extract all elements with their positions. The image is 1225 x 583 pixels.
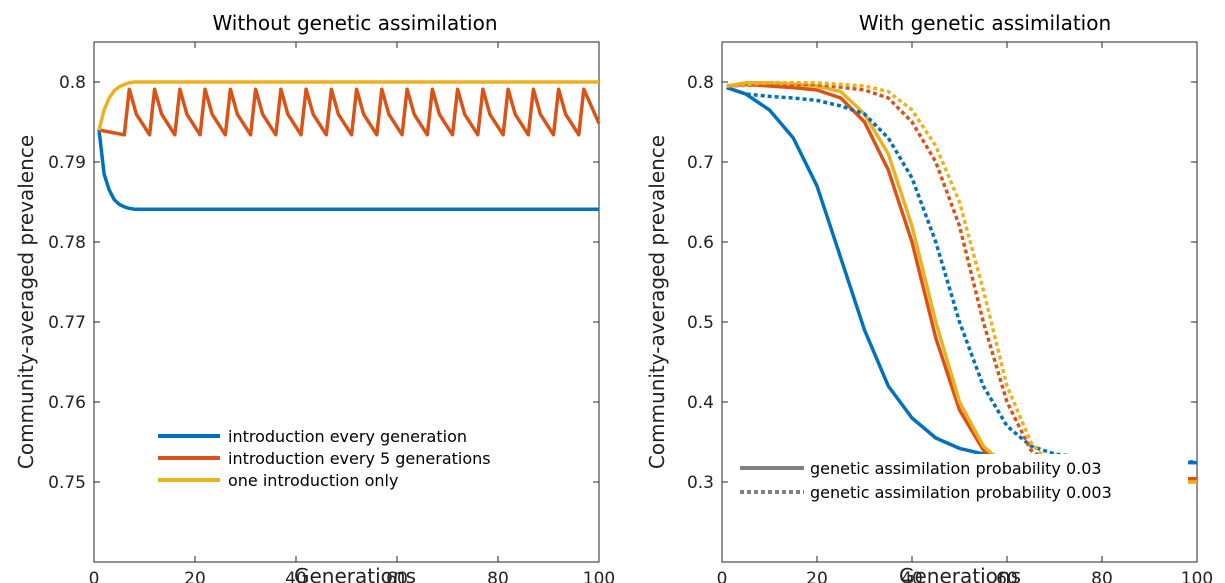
x-tick-label: 60 [996, 569, 1018, 583]
y-tick-label: 0.78 [48, 233, 86, 253]
legend-background [152, 420, 562, 498]
left-x-axis-label: Generations [294, 564, 416, 583]
legend-label: introduction every generation [228, 427, 467, 446]
x-tick-label: 40 [901, 569, 923, 583]
series-line-3 [726, 85, 1198, 464]
right-x-axis-label: Generations [899, 564, 1021, 583]
legend-label: one introduction only [228, 471, 398, 490]
series-line-4 [726, 82, 1197, 481]
right-ticks: 0 20 40 60 80 100 0.3 0.4 0.5 0.6 0.7 0.8 [687, 42, 1213, 583]
x-tick-label: 0 [89, 569, 100, 583]
y-tick-label: 0.5 [687, 313, 714, 333]
series-line-5 [726, 81, 1197, 484]
legend-background [736, 454, 1188, 504]
x-tick-label: 40 [285, 569, 307, 583]
series-line-0 [97, 129, 599, 211]
x-tick-label: 80 [1091, 569, 1113, 583]
y-tick-label: 0.3 [687, 473, 714, 493]
y-tick-label: 0.7 [687, 153, 714, 173]
y-tick-label: 0.75 [48, 473, 86, 493]
left-ticks: 0 20 40 60 80 100 0.75 0.76 0.77 0.78 0.79 0.8 [48, 42, 615, 583]
series-line-2 [97, 80, 599, 131]
right-legend: genetic assimilation probability 0.03 gen… [736, 454, 1188, 504]
x-tick-label: 20 [184, 569, 206, 583]
x-tick-label: 60 [386, 569, 408, 583]
y-tick-label: 0.76 [48, 393, 86, 413]
left-chart-panel: Without genetic assimilation 0 20 40 60 80 10… [14, 11, 615, 583]
x-tick-label: 20 [806, 569, 828, 583]
x-tick-label: 80 [487, 569, 509, 583]
legend-label: introduction every 5 generations [228, 449, 491, 468]
y-tick-label: 0.8 [687, 73, 714, 93]
x-tick-label: 0 [717, 569, 728, 583]
y-tick-label: 0.4 [687, 393, 714, 413]
left-chart-title: Without genetic assimilation [212, 11, 497, 35]
legend-label: genetic assimilation probability 0.03 [810, 459, 1102, 478]
y-tick-label: 0.8 [59, 73, 86, 93]
left-legend: introduction every generation introductio… [152, 420, 562, 498]
right-y-axis-label: Community-averaged prevalence [645, 135, 669, 469]
x-tick-label: 100 [583, 569, 615, 583]
right-chart-title: With genetic assimilation [859, 11, 1111, 35]
right-chart-panel: With genetic assimilation 0 20 40 60 80 100 0.… [645, 11, 1213, 583]
legend-label: genetic assimilation probability 0.003 [810, 483, 1112, 502]
x-tick-label: 100 [1181, 569, 1213, 583]
left-y-axis-label: Community-averaged prevalence [14, 135, 38, 469]
y-tick-label: 0.77 [48, 313, 86, 333]
y-tick-label: 0.79 [48, 153, 86, 173]
y-tick-label: 0.6 [687, 233, 714, 253]
series-line-1 [98, 87, 601, 137]
left-series-lines [97, 80, 601, 211]
